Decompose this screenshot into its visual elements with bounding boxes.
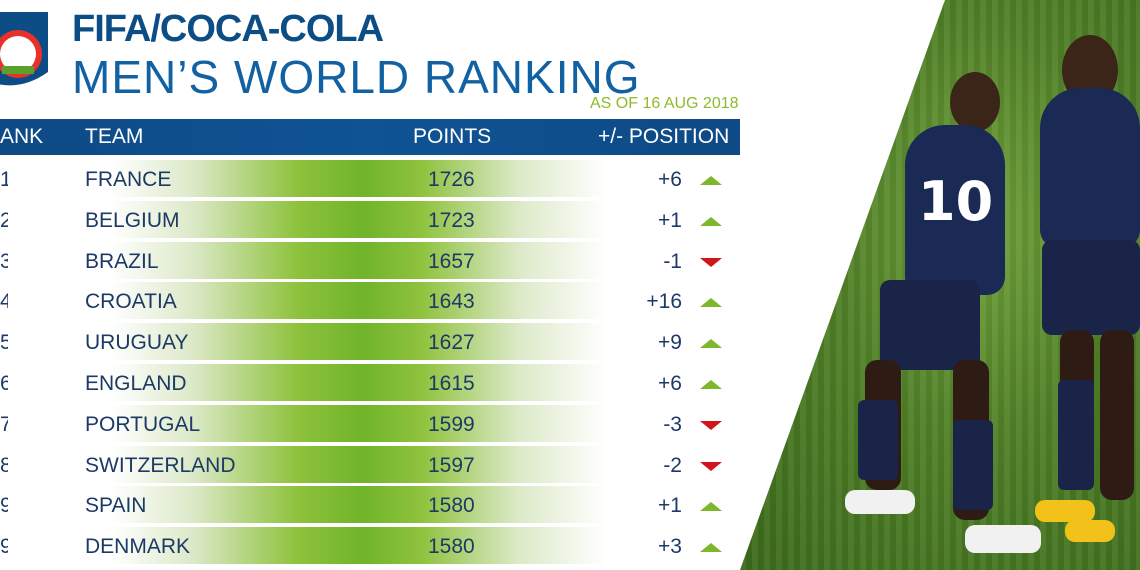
points-cell: 1580 — [428, 535, 475, 559]
row-divider — [0, 360, 740, 363]
rank-cell: 1 — [0, 168, 8, 191]
table-row: 8 SWITZERLAND 1597 -2 — [0, 445, 740, 485]
points-cell: 1597 — [428, 453, 475, 477]
table-row: 9 SPAIN 1580 +1 — [0, 486, 740, 526]
arrow-up-icon — [700, 502, 722, 512]
team-cell: DENMARK — [85, 535, 191, 559]
arrow-up-icon — [700, 176, 722, 185]
position-change-cell: -3 — [663, 412, 682, 436]
arrow-down-icon — [700, 257, 722, 267]
team-cell: CROATIA — [85, 290, 177, 314]
row-divider — [0, 564, 740, 567]
points-cell: 1726 — [428, 168, 475, 191]
row-divider — [0, 278, 740, 281]
rank-cell: 7 — [0, 412, 8, 436]
ranking-date: AS OF 16 AUG 2018 — [590, 95, 739, 112]
row-divider — [0, 523, 740, 526]
position-change-cell: +1 — [658, 208, 682, 232]
arrow-up-icon — [700, 298, 722, 308]
arrow-up-icon — [700, 339, 722, 349]
rank-cell: 3 — [0, 249, 8, 273]
table-row: 2 BELGIUM 1723 +1 — [0, 200, 740, 240]
team-cell: FRANCE — [85, 168, 172, 191]
points-cell: 1627 — [428, 331, 475, 355]
points-cell: 1615 — [428, 372, 475, 395]
position-change-cell: -2 — [663, 453, 682, 477]
column-points: POINTS — [413, 125, 492, 148]
team-cell: BELGIUM — [85, 208, 180, 232]
row-divider — [0, 237, 740, 240]
fifa-ranking-logo — [0, 12, 50, 92]
rank-cell: 2 — [0, 208, 8, 232]
arrow-down-icon — [700, 461, 722, 471]
points-cell: 1599 — [428, 412, 475, 436]
team-cell: URUGUAY — [85, 331, 189, 355]
row-divider — [0, 441, 740, 444]
rank-cell: 8 — [0, 453, 8, 477]
points-cell: 1657 — [428, 249, 475, 273]
table-header: ANK TEAM POINTS +/- POSITION — [0, 119, 740, 155]
row-divider — [0, 319, 740, 322]
table-row: 3 BRAZIL 1657 -1 — [0, 241, 740, 281]
team-cell: SWITZERLAND — [85, 453, 236, 477]
column-rank: ANK — [0, 125, 44, 148]
title-line-1: FIFA/COCA-COLA — [72, 8, 384, 50]
row-divider — [0, 482, 740, 485]
rank-cell: 9 — [0, 494, 8, 518]
team-cell: ENGLAND — [85, 372, 187, 395]
row-divider — [0, 401, 740, 403]
table-row: 6 ENGLAND 1615 +6 — [0, 364, 740, 403]
title-line-2: MEN’S WORLD RANKING — [72, 51, 641, 103]
points-cell: 1580 — [428, 494, 475, 518]
row-divider — [0, 197, 740, 199]
team-cell: PORTUGAL — [85, 412, 201, 436]
team-cell: BRAZIL — [85, 249, 159, 273]
team-cell: SPAIN — [85, 494, 147, 518]
position-change-cell: +9 — [658, 331, 682, 355]
position-change-cell: +6 — [658, 168, 682, 191]
players-photo: 10 6 — [740, 0, 1140, 570]
position-change-cell: +3 — [658, 535, 682, 559]
position-change-cell: -1 — [663, 249, 682, 273]
table-row: 7 PORTUGAL 1599 -3 — [0, 404, 740, 444]
arrow-up-icon — [700, 216, 722, 226]
column-position-change: +/- POSITION — [598, 125, 730, 148]
table-row: 5 URUGUAY 1627 +9 — [0, 323, 740, 363]
arrow-down-icon — [700, 420, 722, 430]
table-row: 9 DENMARK 1580 +3 — [0, 527, 740, 567]
column-team: TEAM — [85, 125, 144, 148]
rank-cell: 5 — [0, 331, 8, 355]
position-change-cell: +16 — [646, 290, 682, 314]
rank-cell: 4 — [0, 290, 8, 314]
rank-cell: 9 — [0, 535, 8, 559]
points-cell: 1643 — [428, 290, 475, 314]
arrow-up-icon — [700, 380, 722, 389]
rank-cell: 6 — [0, 372, 8, 395]
table-row: 1 FRANCE 1726 +6 — [0, 160, 740, 199]
table-row: 4 CROATIA 1643 +16 — [0, 282, 740, 322]
position-change-cell: +1 — [658, 494, 682, 518]
position-change-cell: +6 — [658, 372, 682, 395]
arrow-up-icon — [700, 543, 722, 553]
points-cell: 1723 — [428, 208, 475, 232]
